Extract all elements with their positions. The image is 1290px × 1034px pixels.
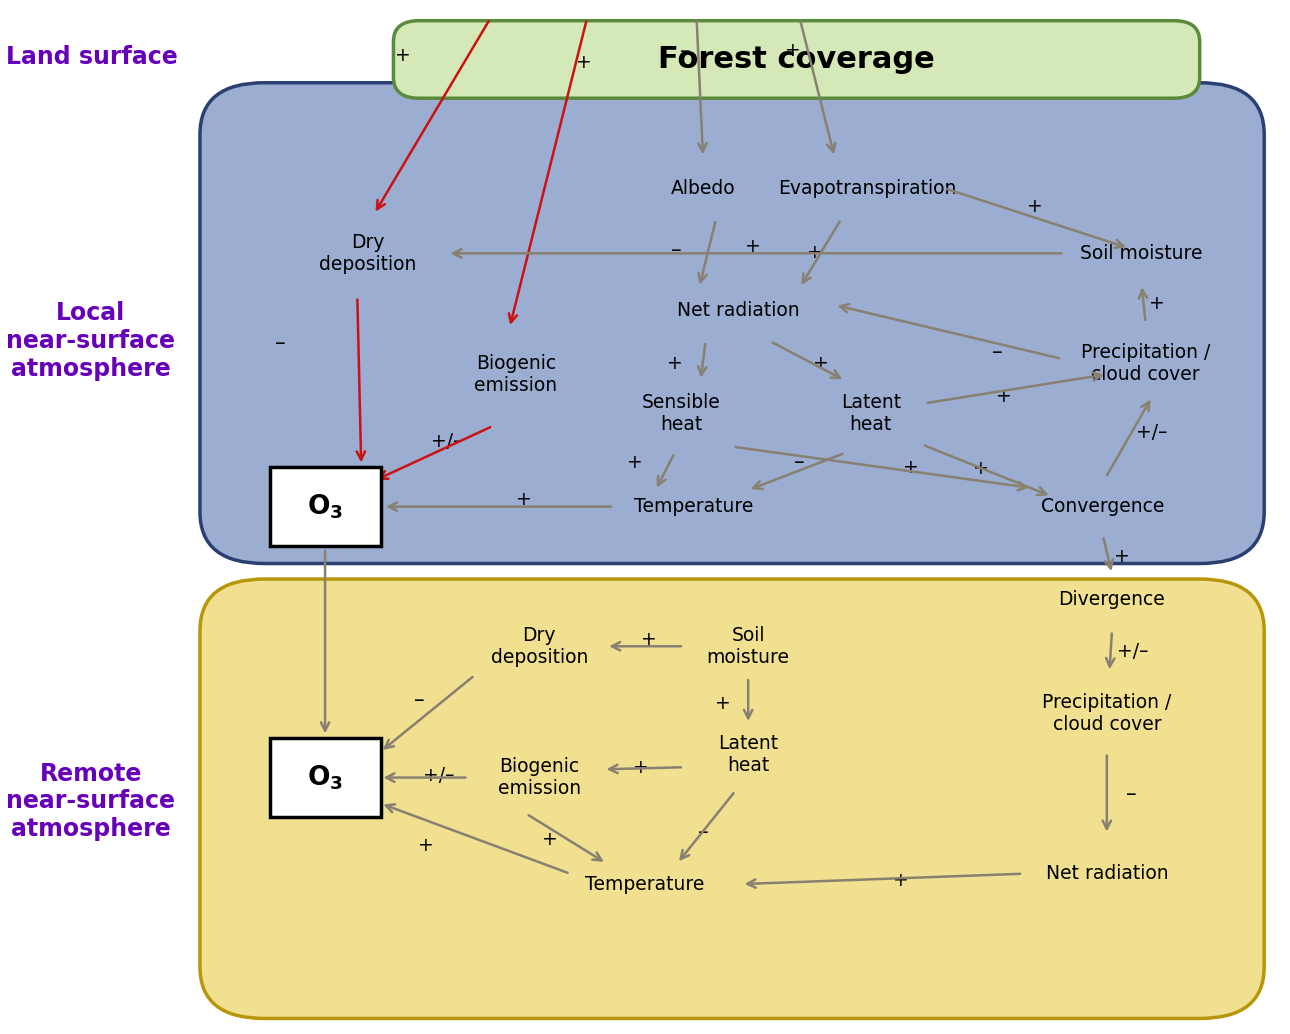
Text: Precipitation /
cloud cover: Precipitation / cloud cover xyxy=(1042,693,1171,734)
FancyBboxPatch shape xyxy=(393,21,1200,98)
Text: Sensible
heat: Sensible heat xyxy=(641,393,721,434)
Text: –: – xyxy=(671,240,681,261)
Text: +: + xyxy=(1115,547,1130,566)
Text: Dry
deposition: Dry deposition xyxy=(319,233,417,274)
Text: +: + xyxy=(813,355,828,373)
Text: –: – xyxy=(275,333,285,354)
Text: Temperature: Temperature xyxy=(586,875,704,893)
Text: +: + xyxy=(808,243,823,262)
Text: +: + xyxy=(627,453,642,472)
Text: –: – xyxy=(795,452,805,473)
Text: Dry
deposition: Dry deposition xyxy=(490,626,588,667)
Text: +: + xyxy=(577,53,592,71)
Text: –: – xyxy=(992,341,1002,362)
Text: +: + xyxy=(903,458,918,477)
Text: +: + xyxy=(996,387,1011,405)
Text: +/–: +/– xyxy=(1117,642,1148,661)
Text: Biogenic
emission: Biogenic emission xyxy=(498,757,580,798)
Text: +: + xyxy=(292,523,307,542)
Text: Albedo: Albedo xyxy=(671,179,735,197)
Text: +/–: +/– xyxy=(1136,423,1167,442)
Text: +: + xyxy=(418,837,433,855)
Text: Land surface: Land surface xyxy=(6,44,178,69)
Text: +: + xyxy=(395,47,410,65)
Text: +: + xyxy=(893,872,908,890)
Text: –: – xyxy=(698,822,708,843)
Text: Local
near-surface
atmosphere: Local near-surface atmosphere xyxy=(6,302,175,381)
Text: Forest coverage: Forest coverage xyxy=(658,44,935,74)
Text: +: + xyxy=(667,355,682,373)
Text: +: + xyxy=(516,490,531,509)
Text: +: + xyxy=(641,630,657,648)
Text: +: + xyxy=(542,830,557,849)
Text: Soil
moisture: Soil moisture xyxy=(707,626,789,667)
FancyBboxPatch shape xyxy=(270,738,381,817)
FancyBboxPatch shape xyxy=(200,579,1264,1018)
Text: Soil moisture: Soil moisture xyxy=(1081,244,1202,263)
Text: –: – xyxy=(680,40,690,61)
Text: Net radiation: Net radiation xyxy=(676,301,800,320)
Text: $\mathbf{O_3}$: $\mathbf{O_3}$ xyxy=(307,492,343,521)
Text: +: + xyxy=(973,459,988,478)
Text: Latent
heat: Latent heat xyxy=(719,734,778,776)
Text: +: + xyxy=(746,237,761,255)
Text: +/–: +/– xyxy=(431,432,462,451)
Text: –: – xyxy=(1126,784,1136,804)
Text: +: + xyxy=(1149,295,1165,313)
Text: $\mathbf{O_3}$: $\mathbf{O_3}$ xyxy=(307,763,343,792)
Text: +: + xyxy=(715,694,730,712)
Text: +/–: +/– xyxy=(423,766,454,785)
Text: Precipitation /
cloud cover: Precipitation / cloud cover xyxy=(1081,343,1210,385)
Text: Divergence: Divergence xyxy=(1059,590,1165,609)
Text: Evapotranspiration: Evapotranspiration xyxy=(778,179,956,197)
Text: Latent
heat: Latent heat xyxy=(841,393,900,434)
Text: +: + xyxy=(633,758,649,777)
Text: Temperature: Temperature xyxy=(635,497,753,516)
Text: Remote
near-surface
atmosphere: Remote near-surface atmosphere xyxy=(6,762,175,841)
Text: Convergence: Convergence xyxy=(1041,497,1165,516)
FancyBboxPatch shape xyxy=(270,467,381,546)
Text: –: – xyxy=(414,690,424,710)
FancyBboxPatch shape xyxy=(200,83,1264,564)
Text: +: + xyxy=(1027,197,1042,216)
Text: Net radiation: Net radiation xyxy=(1045,864,1169,883)
Text: Biogenic
emission: Biogenic emission xyxy=(475,354,557,395)
Text: +: + xyxy=(786,41,801,60)
